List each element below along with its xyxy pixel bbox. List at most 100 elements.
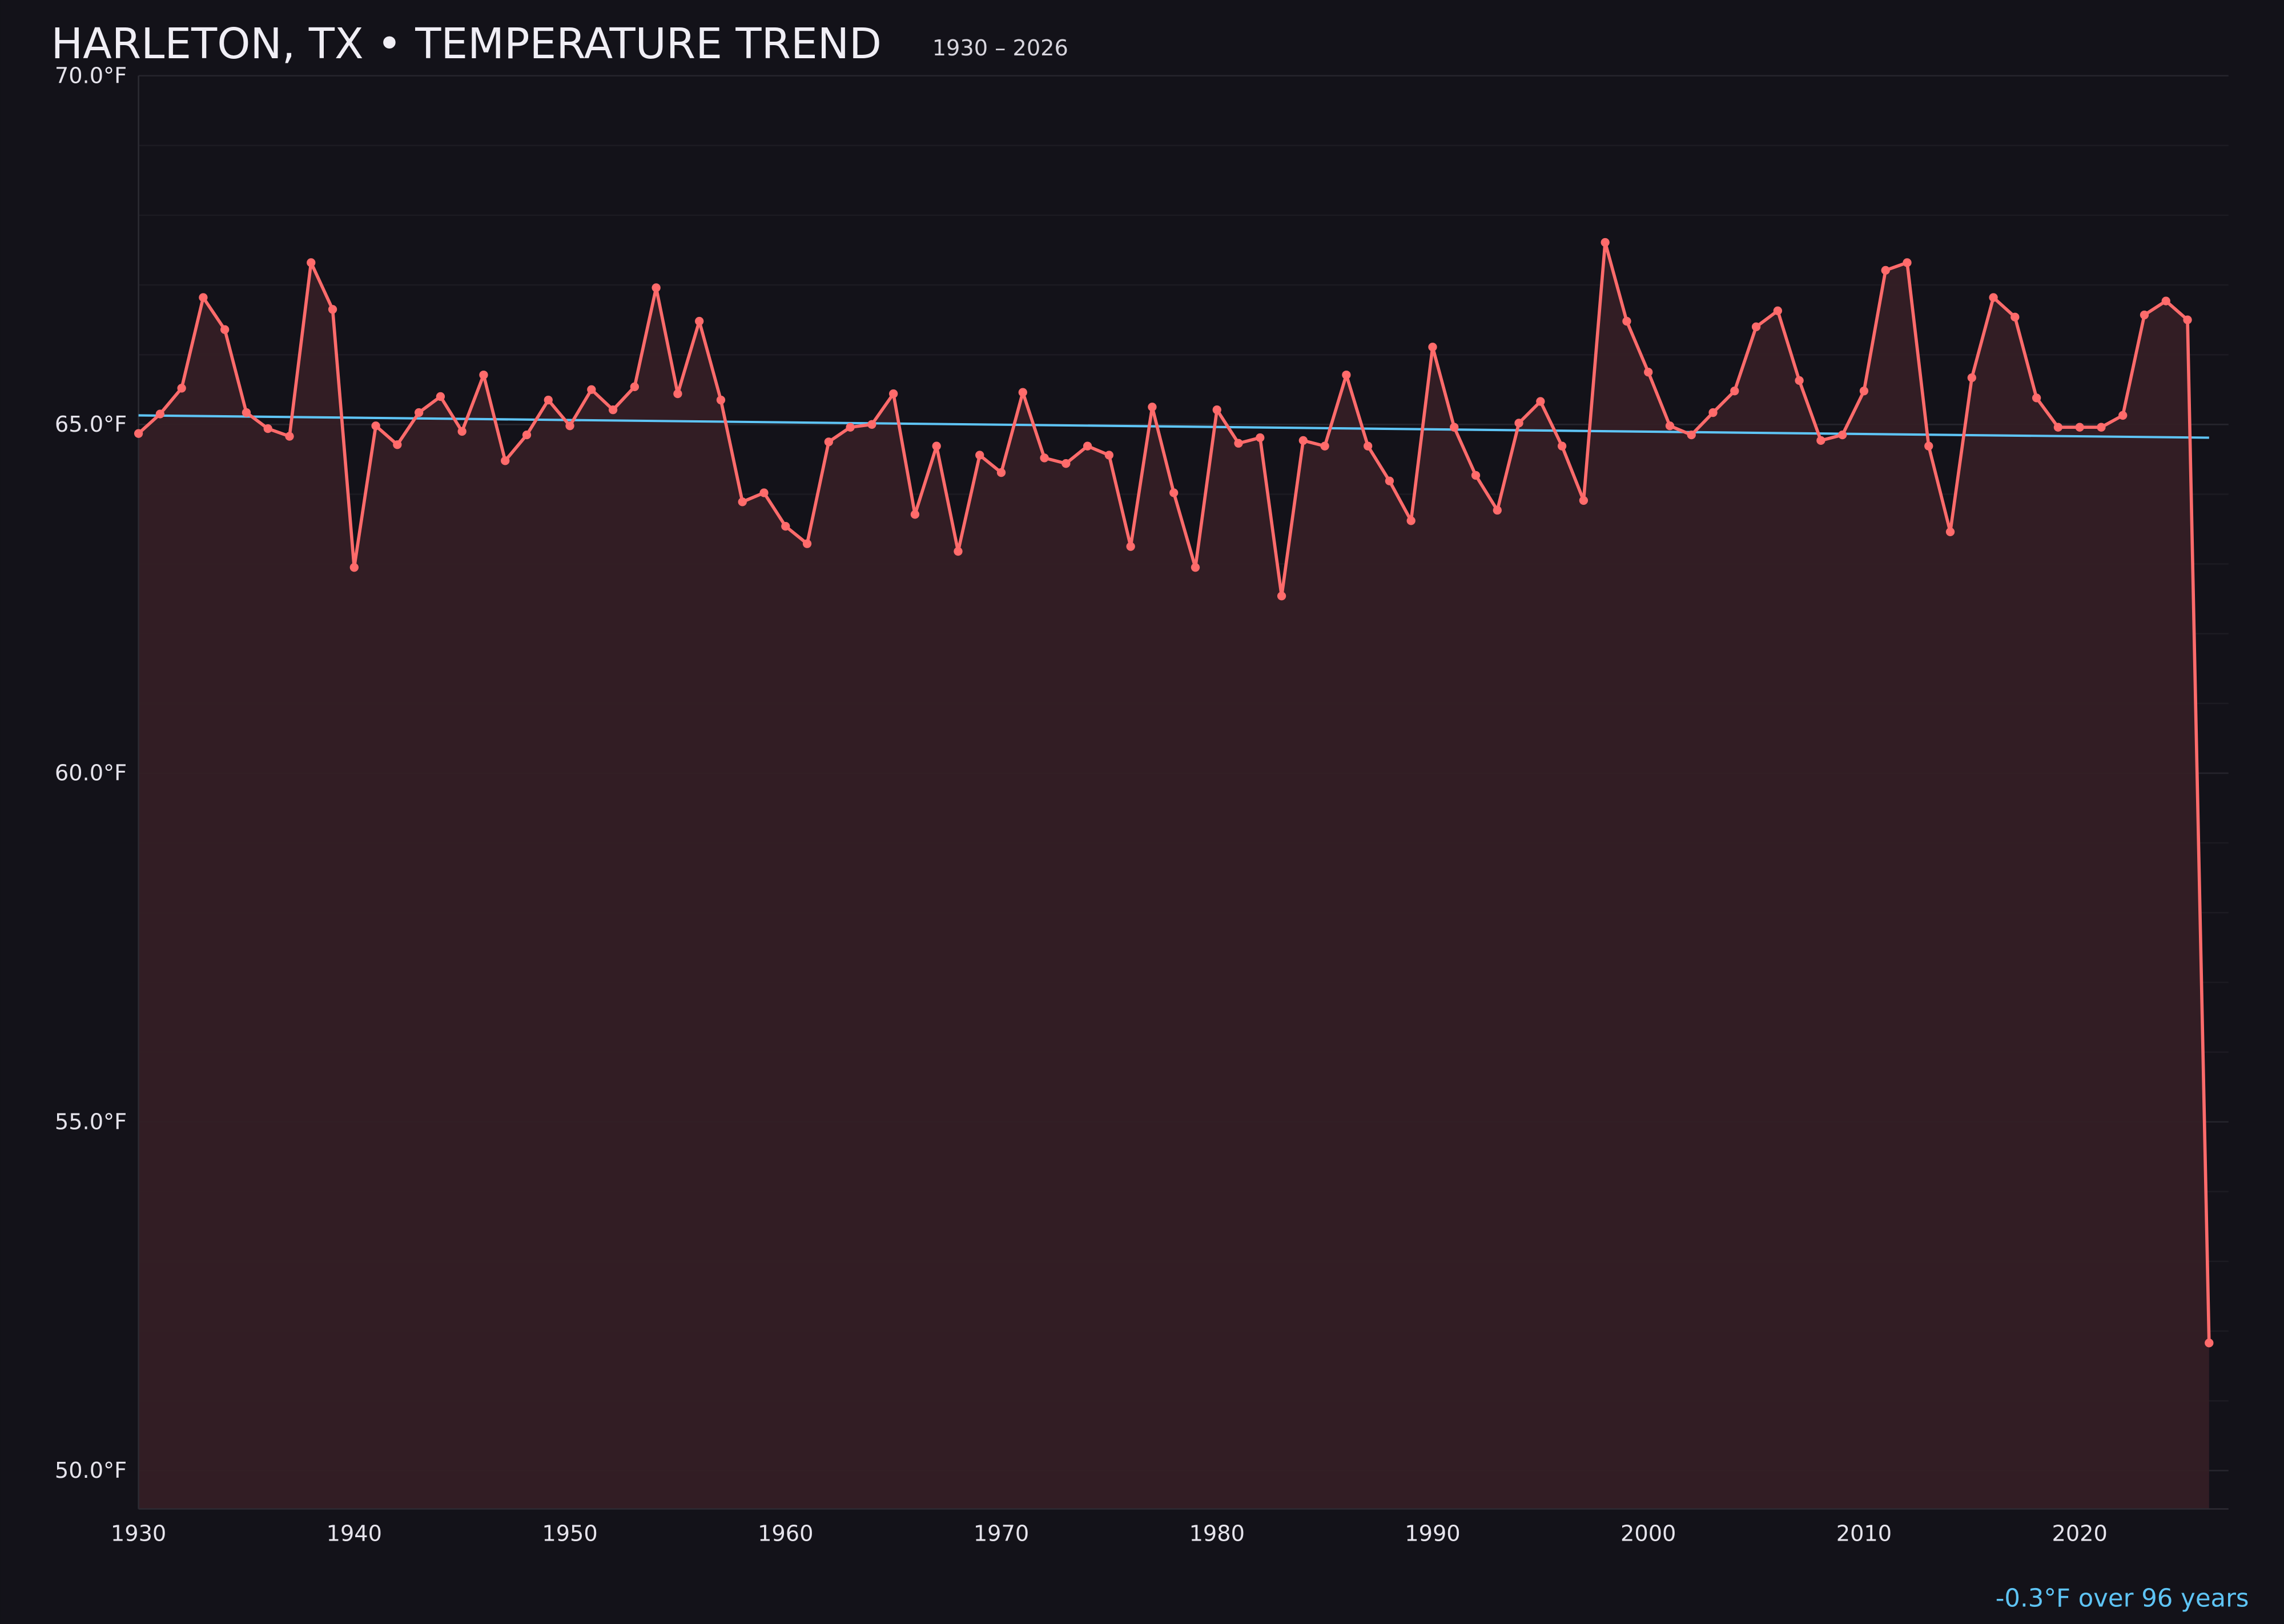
data-point [608,405,618,415]
data-point [1751,322,1761,331]
data-point [910,510,920,519]
y-tick-label: 65.0°F [55,412,127,437]
data-point [1557,441,1567,451]
data-point [1320,441,1329,451]
data-point [1967,373,1976,383]
data-point [1536,397,1545,406]
data-point [220,325,230,334]
data-point [1838,430,1847,440]
chart-subtitle: 1930 – 2026 [932,35,1068,61]
data-point [2075,423,2084,432]
data-point [1364,441,1373,451]
data-point [393,440,402,449]
area-fill [138,242,2209,1509]
y-tick-label: 55.0°F [55,1109,127,1135]
data-point [2097,423,2106,432]
data-point [263,424,272,433]
data-point [328,305,337,314]
x-tick-label: 1990 [1405,1521,1460,1547]
data-point [1773,306,1782,315]
data-point [1622,316,1631,326]
data-point [1256,433,1265,443]
data-point [716,395,726,405]
data-point [1298,436,1308,445]
data-point [1191,563,1200,572]
data-point [2053,423,2063,432]
data-point [2205,1338,2214,1348]
data-point [824,437,833,447]
data-point [695,316,704,326]
data-point [2118,411,2128,420]
data-point [587,385,596,394]
data-point [414,408,424,417]
data-point [975,451,984,460]
data-point [1903,258,1912,267]
data-point [2032,393,2041,403]
data-point [479,370,488,380]
data-point [1708,408,1718,417]
trend-line-path [138,414,2209,439]
x-tick-label: 1980 [1189,1521,1245,1547]
data-point [652,283,661,292]
data-point [371,421,380,431]
y-tick-labels: 50.0°F 55.0°F 60.0°F 65.0°F 70.0°F [55,63,127,1484]
data-point [1644,368,1653,377]
data-point [1406,516,1416,525]
data-point [1450,423,1459,432]
data-point [1687,430,1696,440]
y-tick-label: 60.0°F [55,761,127,786]
data-point [2183,315,2192,324]
temperature-series [134,238,2214,1348]
x-tick-label: 1930 [111,1521,166,1547]
data-point [954,546,963,556]
data-point [846,423,855,432]
y-tick-label: 50.0°F [55,1458,127,1484]
trend-annotation: -0.3°F over 96 years [1996,1584,2249,1613]
data-point [1428,343,1437,352]
data-point [1104,451,1114,460]
data-point [996,468,1006,477]
data-point [155,409,165,419]
data-point [1471,471,1481,480]
x-tick-label: 1960 [758,1521,813,1547]
data-point [1234,439,1243,448]
chart-title: HARLETON, TX • TEMPERATURE TREND [51,19,882,69]
x-tick-labels: 1930 1940 1950 1960 1970 1980 1990 2000 2010 2020 [111,1521,2108,1547]
data-point [1816,436,1825,445]
data-point [932,441,941,451]
data-point [1924,441,1933,451]
y-tick-label: 70.0°F [55,63,127,89]
data-point [1859,387,1869,396]
data-point [802,539,812,548]
data-point [2161,296,2170,305]
data-point [1665,421,1675,431]
data-point [1385,476,1394,485]
x-tick-label: 2010 [1836,1521,1892,1547]
data-point [1881,266,1890,275]
data-point [1795,376,1804,385]
data-point [738,497,747,507]
data-point [888,389,898,399]
data-point [1212,405,1221,415]
data-point [1601,238,1610,247]
data-point [759,488,769,497]
trend-line [138,414,2209,439]
x-tick-label: 2020 [2052,1521,2107,1547]
data-point [436,392,445,401]
data-point [1061,459,1071,468]
data-point [242,408,251,417]
data-point [1342,370,1351,380]
x-tick-label: 1940 [327,1521,382,1547]
data-point [501,456,510,465]
area-fill-path [138,242,2209,1509]
data-point [1040,453,1049,463]
x-tick-label: 1950 [542,1521,597,1547]
data-point [673,389,682,399]
data-point [1277,592,1286,601]
data-point [1945,527,1955,537]
data-point [177,384,186,393]
data-point [565,421,574,431]
data-point [1169,488,1179,497]
data-point [867,420,876,429]
